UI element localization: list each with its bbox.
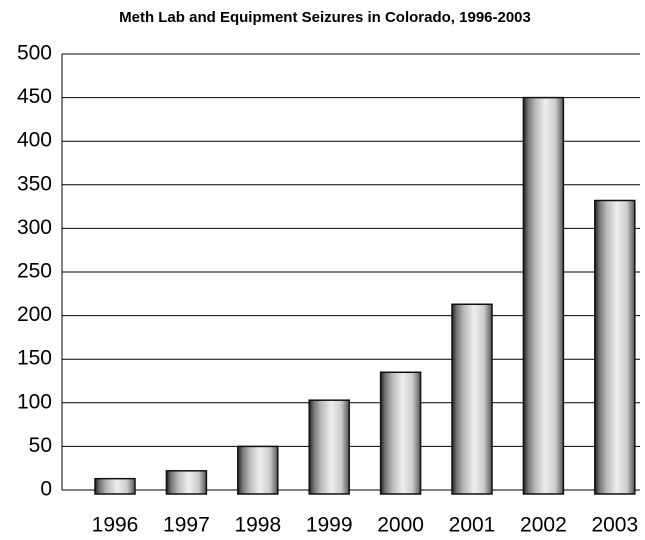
- x-tick-label: 1998: [234, 514, 281, 537]
- chart-title: Meth Lab and Equipment Seizures in Color…: [119, 9, 531, 26]
- x-tick-label: 1996: [92, 514, 139, 537]
- y-tick-label: 250: [17, 260, 52, 283]
- x-tick-label: 2001: [449, 514, 496, 537]
- y-tick-label: 0: [40, 478, 52, 501]
- bar: [451, 303, 493, 495]
- y-tick-label: 300: [17, 216, 52, 239]
- y-tick-label: 500: [17, 42, 52, 65]
- bar: [594, 199, 636, 495]
- bar: [94, 477, 136, 495]
- x-tick-label: 1999: [306, 514, 353, 537]
- bar: [308, 399, 350, 495]
- bar: [522, 96, 565, 495]
- y-tick-label: 150: [17, 347, 52, 370]
- x-tick-label: 2003: [591, 514, 638, 537]
- bar: [237, 445, 279, 495]
- x-tick-label: 2002: [520, 514, 567, 537]
- x-tick-label: 2000: [377, 514, 424, 537]
- y-tick-label: 450: [17, 85, 52, 108]
- y-tick-label: 100: [17, 390, 52, 413]
- y-tick-label: 200: [17, 303, 52, 326]
- y-tick-label: 50: [29, 434, 52, 457]
- x-tick-label: 1997: [163, 514, 210, 537]
- y-tick-label: 350: [17, 172, 52, 195]
- bar: [379, 371, 422, 495]
- y-tick-label: 400: [17, 129, 52, 152]
- bar: [165, 470, 208, 495]
